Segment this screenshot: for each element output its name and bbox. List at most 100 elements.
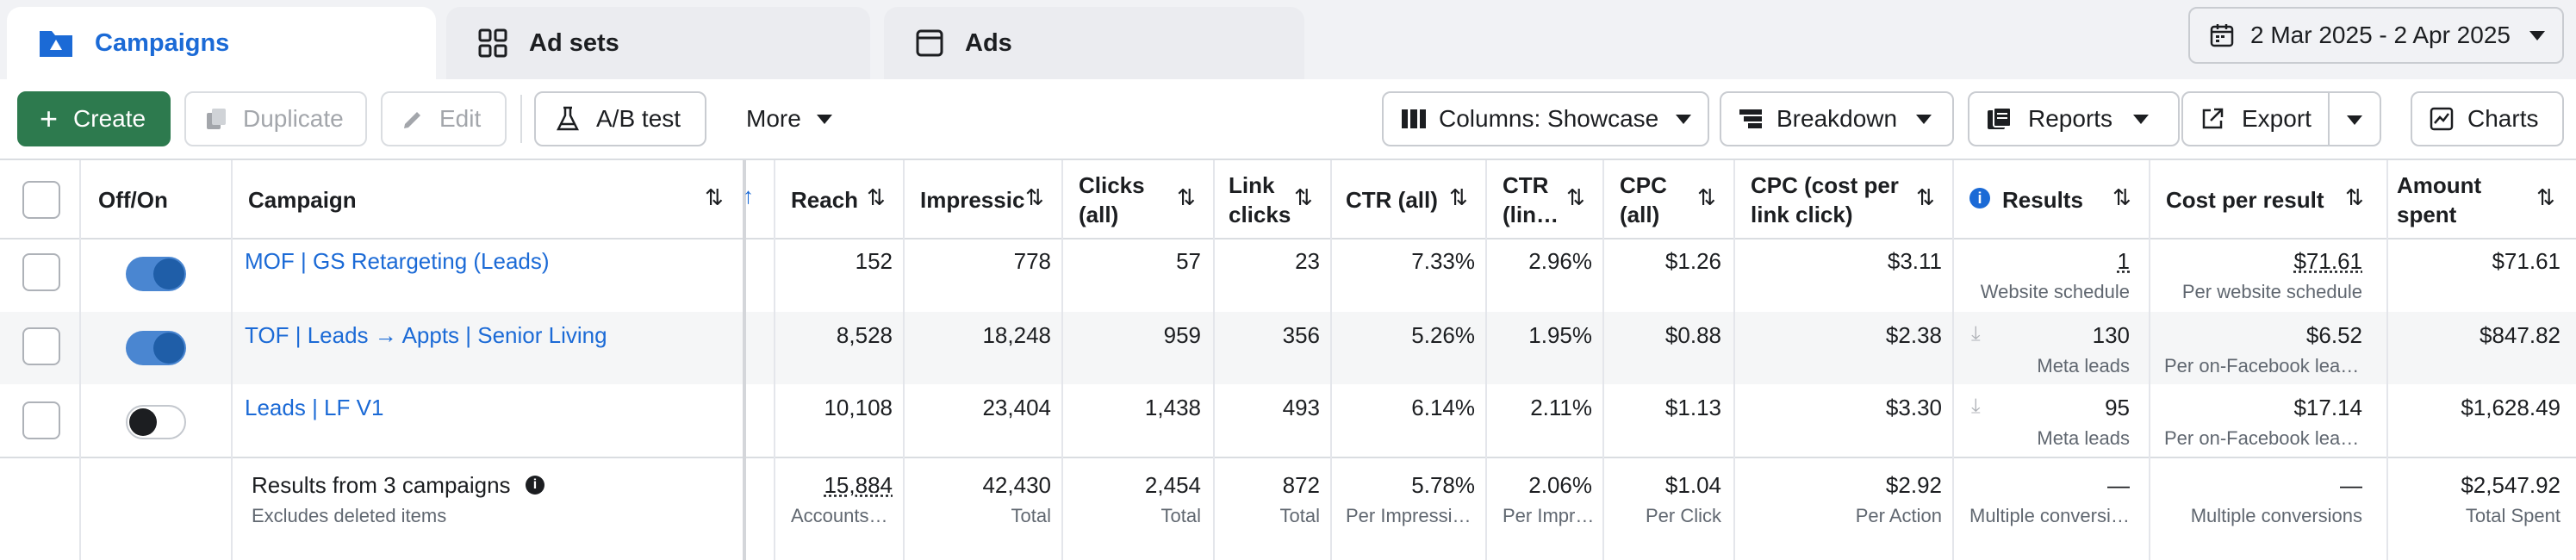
column-header-clicks-all[interactable]: Clicks (all) — [1079, 160, 1145, 240]
link-clicks-value: 493 — [1282, 395, 1320, 420]
results-value: 95 — [2105, 395, 2130, 420]
sort-icon[interactable]: ⇅ — [2536, 184, 2555, 210]
column-divider — [903, 160, 905, 560]
sort-icon[interactable]: ⇅ — [1697, 184, 1716, 210]
breakdown-button[interactable]: Breakdown — [1720, 91, 1954, 146]
table-top-border — [0, 159, 2576, 160]
toolbar-divider — [520, 95, 522, 143]
sort-icon[interactable]: ⇅ — [2112, 184, 2131, 210]
tab-ads[interactable]: Ads — [884, 7, 1304, 79]
column-header-link-clicks[interactable]: Link clicks — [1229, 160, 1291, 240]
sort-ascending-icon[interactable]: ↑ — [743, 183, 754, 208]
column-header-impressions[interactable]: Impressic — [920, 160, 1024, 240]
duplicate-button[interactable]: Duplicate — [184, 91, 367, 146]
clicks-all-value: 57 — [1176, 248, 1201, 274]
header-label: Results — [2002, 186, 2083, 213]
column-header-off-on[interactable]: Off/On — [98, 160, 168, 240]
frozen-column-divider[interactable] — [743, 160, 746, 560]
row-checkbox[interactable] — [22, 253, 60, 291]
tab-label: Ads — [965, 28, 1012, 57]
ctr-link-value: 1.95% — [1528, 322, 1592, 348]
campaign-name-link[interactable]: Leads | LF V1 — [245, 395, 384, 420]
ab-test-button[interactable]: A/B test — [534, 91, 706, 146]
cpc-link-value: $3.11 — [1887, 248, 1942, 274]
info-icon[interactable]: i — [526, 476, 544, 495]
reach-value: 10,108 — [824, 395, 893, 420]
column-header-cost-per-result[interactable]: Cost per result — [2166, 160, 2324, 240]
reports-button[interactable]: Reports — [1968, 91, 2180, 146]
results-value[interactable]: 1 — [2117, 248, 2130, 274]
column-header-reach[interactable]: Reach — [791, 160, 858, 240]
export-icon — [2200, 107, 2224, 131]
create-button[interactable]: + Create — [17, 91, 171, 146]
cost-per-result-value: $17.14 — [2293, 395, 2362, 420]
tab-ad-sets[interactable]: Ad sets — [446, 7, 870, 79]
campaign-toggle[interactable] — [126, 257, 186, 291]
row-checkbox[interactable] — [22, 401, 60, 439]
column-divider — [1952, 160, 1954, 560]
download-icon[interactable]: ⤓ — [1971, 322, 1981, 345]
sort-icon[interactable]: ⇅ — [1916, 184, 1935, 210]
total-reach[interactable]: 15,884 — [824, 472, 893, 498]
sort-icon[interactable]: ⇅ — [1566, 184, 1585, 210]
duplicate-icon — [205, 107, 229, 131]
charts-button[interactable]: Charts — [2411, 91, 2564, 146]
column-header-ctr-link[interactable]: CTR (lin… — [1503, 160, 1559, 240]
export-button[interactable]: Export — [2181, 91, 2381, 146]
column-header-cpc-all[interactable]: CPC (all) — [1620, 160, 1667, 240]
sort-icon[interactable]: ⇅ — [2345, 184, 2364, 210]
campaign-toggle[interactable] — [126, 405, 186, 439]
results-subtext: Website schedule — [1980, 281, 2130, 302]
edit-button[interactable]: Edit — [381, 91, 507, 146]
campaign-name-link[interactable]: TOF | Leads → Appts | Senior Living — [245, 322, 607, 348]
header-label-line: (all) — [1079, 202, 1119, 227]
select-all-checkbox[interactable] — [22, 181, 60, 219]
ab-test-label: A/B test — [596, 105, 681, 132]
tab-campaigns[interactable]: Campaigns — [7, 7, 436, 79]
date-range-picker[interactable]: 2 Mar 2025 - 2 Apr 2025 — [2188, 7, 2564, 64]
chevron-down-icon — [816, 114, 832, 124]
reports-label: Reports — [2028, 105, 2113, 132]
date-range-label: 2 Mar 2025 - 2 Apr 2025 — [2250, 22, 2511, 48]
cost-per-result-value[interactable]: $71.61 — [2293, 248, 2362, 274]
columns-button[interactable]: Columns: Showcase — [1382, 91, 1709, 146]
cpc-all-value: $1.13 — [1664, 395, 1721, 420]
results-subtext: Meta leads — [2037, 427, 2130, 449]
link-clicks-value: 23 — [1295, 248, 1320, 274]
column-header-results[interactable]: Results — [2002, 160, 2083, 240]
columns-icon — [1401, 108, 1427, 130]
more-button[interactable]: More — [729, 91, 841, 146]
total-cpc-link-subtext: Per Action — [1855, 505, 1942, 526]
column-header-ctr-all[interactable]: CTR (all) — [1346, 160, 1438, 240]
download-icon[interactable]: ⤓ — [1971, 395, 1981, 418]
chevron-down-icon[interactable] — [2347, 115, 2362, 125]
campaign-toggle[interactable] — [126, 331, 186, 365]
toggle-knob — [153, 258, 184, 289]
info-icon[interactable]: i — [1969, 188, 1990, 208]
row-checkbox[interactable] — [22, 327, 60, 365]
column-divider — [1330, 160, 1332, 560]
impressions-value: 23,404 — [982, 395, 1051, 420]
ctr-all-value: 7.33% — [1411, 248, 1475, 274]
impressions-value: 18,248 — [982, 322, 1051, 348]
total-cpc-all: $1.04 — [1664, 472, 1721, 498]
total-clicks-all: 2,454 — [1144, 472, 1201, 498]
breakdown-icon — [1739, 108, 1763, 130]
sort-icon[interactable]: ⇅ — [1025, 184, 1044, 210]
total-clicks-all-subtext: Total — [1160, 505, 1201, 526]
header-label-line: CTR — [1503, 172, 1549, 198]
sort-icon[interactable]: ⇅ — [867, 184, 886, 210]
column-header-cpc-link[interactable]: CPC (cost per link click) — [1751, 160, 1899, 240]
flask-icon — [557, 106, 579, 132]
sort-icon[interactable]: ⇅ — [1294, 184, 1313, 210]
tab-label: Ad sets — [529, 28, 619, 57]
sort-icon[interactable]: ⇅ — [1449, 184, 1468, 210]
column-header-amount-spent[interactable]: Amount spent — [2397, 160, 2481, 240]
column-header-campaign[interactable]: Campaign — [248, 160, 357, 240]
cost-per-result-subtext: Per on-Facebook lea… — [2164, 427, 2360, 449]
breakdown-label: Breakdown — [1776, 105, 1898, 132]
column-divider — [1213, 160, 1215, 560]
campaign-name-link[interactable]: MOF | GS Retargeting (Leads) — [245, 248, 550, 274]
sort-icon[interactable]: ⇅ — [705, 184, 724, 210]
sort-icon[interactable]: ⇅ — [1177, 184, 1196, 210]
